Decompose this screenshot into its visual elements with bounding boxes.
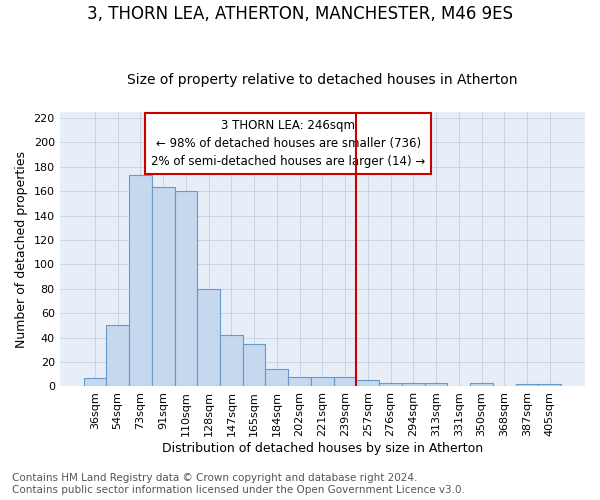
Bar — [356, 380, 379, 386]
Bar — [152, 188, 175, 386]
Bar — [220, 335, 243, 386]
X-axis label: Distribution of detached houses by size in Atherton: Distribution of detached houses by size … — [162, 442, 483, 455]
Bar — [515, 384, 538, 386]
Title: Size of property relative to detached houses in Atherton: Size of property relative to detached ho… — [127, 73, 518, 87]
Bar — [334, 376, 356, 386]
Text: 3, THORN LEA, ATHERTON, MANCHESTER, M46 9ES: 3, THORN LEA, ATHERTON, MANCHESTER, M46 … — [87, 5, 513, 23]
Bar — [265, 370, 288, 386]
Bar — [106, 326, 129, 386]
Bar — [197, 289, 220, 386]
Bar — [129, 176, 152, 386]
Y-axis label: Number of detached properties: Number of detached properties — [15, 150, 28, 348]
Bar — [83, 378, 106, 386]
Bar — [311, 376, 334, 386]
Bar — [425, 383, 448, 386]
Bar — [379, 383, 402, 386]
Bar — [288, 376, 311, 386]
Text: 3 THORN LEA: 246sqm
← 98% of detached houses are smaller (736)
2% of semi-detach: 3 THORN LEA: 246sqm ← 98% of detached ho… — [151, 119, 425, 168]
Bar — [243, 344, 265, 386]
Bar — [538, 384, 561, 386]
Bar — [402, 383, 425, 386]
Text: Contains HM Land Registry data © Crown copyright and database right 2024.
Contai: Contains HM Land Registry data © Crown c… — [12, 474, 465, 495]
Bar — [175, 191, 197, 386]
Bar — [470, 383, 493, 386]
